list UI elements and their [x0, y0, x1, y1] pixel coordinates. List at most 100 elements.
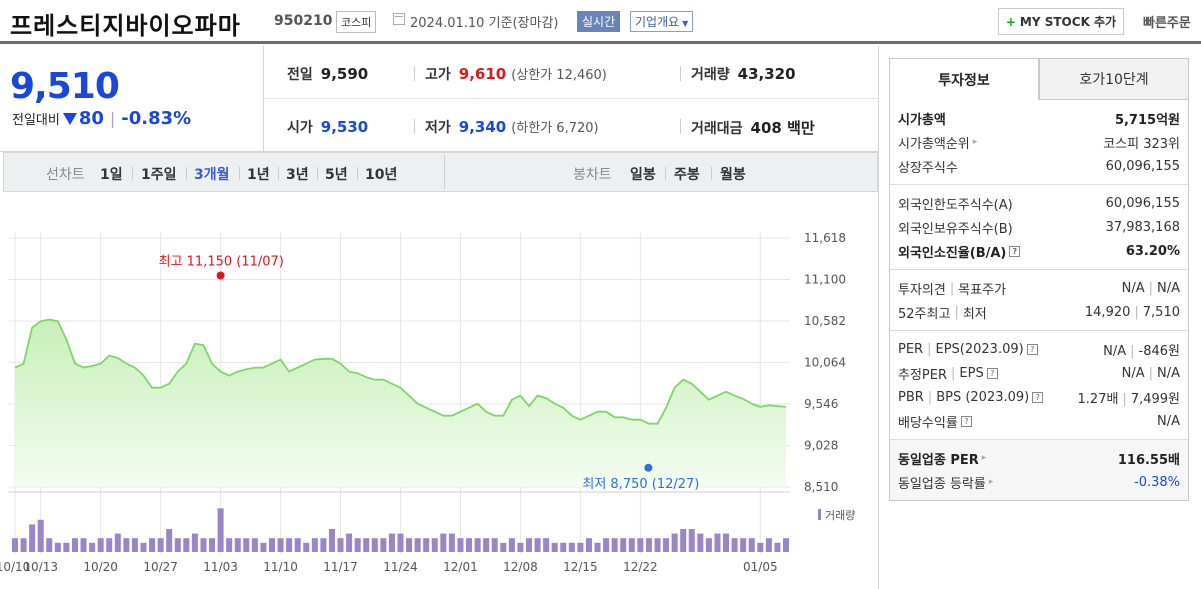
high-annotation: 최고 11,150 (11/07) — [159, 254, 284, 269]
panel-body: 시가총액 5,715억원 시가총액순위 ▸ 코스피 323위 상장주식수 60,096,… — [889, 100, 1189, 501]
volume-bar — [585, 538, 592, 552]
tab-1w[interactable]: 1주일 — [141, 167, 177, 183]
x-tick-label: 10/20 — [83, 560, 118, 574]
volume-bar — [508, 538, 515, 552]
cap-rank-text: 시가총액순위 — [898, 136, 970, 152]
volume-bar — [346, 533, 353, 552]
price-line — [14, 318, 787, 425]
help-icon[interactable]: ? — [960, 415, 972, 427]
divider — [132, 167, 133, 180]
realtime-button[interactable]: 실시간 — [577, 11, 621, 32]
help-icon[interactable]: ? — [1009, 245, 1021, 257]
volume-bar — [106, 538, 113, 552]
tab-1d[interactable]: 1일 — [100, 167, 123, 183]
volume-bar — [89, 542, 96, 552]
foreign-limit-label: 외국인한도주식수(A) — [898, 197, 1013, 213]
volume-bar — [466, 538, 473, 552]
volume-bar — [568, 542, 575, 552]
foreign-ratio-label: 외국인소진율(B/A)? — [898, 242, 1021, 261]
x-tick-label: 12/15 — [563, 560, 598, 574]
tab-5y[interactable]: 5년 — [325, 167, 348, 183]
divider: | — [109, 109, 116, 128]
info-row: 52주최고 | 최저 14,920 | 7,510 — [898, 300, 1180, 324]
help-icon[interactable]: ? — [1032, 391, 1044, 403]
divider — [665, 167, 666, 180]
info-row: 시가총액 5,715억원 — [898, 106, 1180, 130]
market-cap-value: 5,715억원 — [1114, 112, 1180, 128]
foreign-group: 외국인한도주식수(A) 60,096,155 외국인보유주식수(B) 37,983,… — [890, 185, 1188, 270]
volume-bar — [457, 538, 464, 552]
volume-bar — [757, 542, 764, 552]
company-overview-dropdown[interactable]: 기업개요 ▼ — [630, 11, 694, 32]
panel-tabs: 투자정보 호가10단계 — [889, 58, 1189, 100]
cap-rank-value: 코스피 323위 — [1103, 136, 1180, 152]
foreign-hold-label: 외국인보유주식수(B) — [898, 221, 1013, 237]
base-date: 2024.01.10 기준(장마감) — [410, 16, 559, 31]
high-marker — [216, 271, 225, 280]
shares-label: 상장주식수 — [898, 160, 958, 176]
volume-bar — [628, 538, 635, 552]
tab-orderbook[interactable]: 호가10단계 — [1039, 58, 1189, 100]
valuation-group: PER | EPS(2023.09)? N/A | -846원 추정PER | EPS? N/A… — [890, 331, 1188, 440]
peer-per-text: 동일업종 PER — [898, 452, 979, 468]
arrow-right-icon: ▸ — [972, 137, 978, 147]
volume-bar — [294, 538, 301, 552]
tab-10y[interactable]: 10년 — [365, 167, 398, 183]
tab-daily[interactable]: 일봉 — [630, 167, 656, 183]
volume-bar — [183, 538, 190, 552]
volume-bar — [63, 542, 70, 552]
volume-bar — [157, 538, 164, 552]
divider — [414, 119, 415, 134]
tab-investment-info[interactable]: 투자정보 — [889, 58, 1039, 100]
volume-bar — [149, 538, 156, 552]
info-row: PER | EPS(2023.09)? N/A | -846원 — [898, 337, 1180, 361]
volume-bar — [388, 533, 395, 552]
divider — [317, 167, 318, 180]
tab-3y[interactable]: 3년 — [286, 167, 309, 183]
volume-bar — [723, 533, 730, 552]
pbr-value: 1.27배 — [1077, 391, 1119, 407]
volume-bar — [517, 542, 524, 552]
tab-weekly[interactable]: 주봉 — [674, 167, 700, 183]
divider — [357, 167, 358, 180]
quick-order-link[interactable]: 빠른주문 — [1143, 16, 1191, 31]
help-icon[interactable]: ? — [986, 367, 998, 379]
price-change: 전일대비 80 | -0.83% — [12, 108, 191, 129]
volume-bar — [406, 538, 413, 552]
volume-bar — [423, 538, 430, 552]
volume-bar — [80, 538, 87, 552]
trade-amount: 거래대금 408 백만 — [691, 117, 815, 138]
add-mystock-button[interactable]: + MY STOCK 추가 — [998, 8, 1124, 35]
tab-3m[interactable]: 3개월 — [194, 167, 230, 183]
volume-bar — [286, 538, 293, 552]
tab-group-divider — [444, 155, 445, 189]
volume-bar — [140, 542, 147, 552]
volume-bar — [71, 538, 78, 552]
dividend-value: N/A — [1157, 413, 1180, 429]
est-per-labels: 추정PER | EPS? — [898, 364, 998, 383]
volume-bar — [303, 542, 310, 552]
volume-legend-label: 거래량 — [825, 509, 855, 522]
peer-per-label[interactable]: 동일업종 PER ▸ — [898, 449, 986, 468]
tab-1y[interactable]: 1년 — [247, 167, 270, 183]
volume-bar — [397, 533, 404, 552]
volume-bar — [526, 538, 532, 552]
high-value: 9,610 — [458, 65, 507, 83]
tab-monthly[interactable]: 월봉 — [720, 167, 746, 183]
low-price: 저가 9,340 (하한가 6,720) — [425, 117, 599, 137]
market-cap-group: 시가총액 5,715억원 시가총액순위 ▸ 코스피 323위 상장주식수 60,096,… — [890, 100, 1188, 185]
volume-bar — [654, 538, 661, 552]
volume-label: 거래량 — [691, 67, 730, 83]
info-row: 동일업종 등락률 ▸ -0.38% — [898, 470, 1180, 494]
low-value: 9,340 — [458, 118, 507, 136]
opinion-label: 투자의견 — [898, 282, 946, 298]
volume-bar — [731, 538, 738, 552]
volume-bar — [217, 508, 224, 552]
bps-label: BPS (2023.09) — [936, 389, 1030, 405]
divider: | — [927, 389, 933, 405]
cap-rank-label[interactable]: 시가총액순위 ▸ — [898, 133, 977, 152]
peer-chg-label[interactable]: 동일업종 등락률 ▸ — [898, 473, 993, 492]
est-eps-label: EPS — [959, 365, 984, 381]
help-icon[interactable]: ? — [1026, 343, 1038, 355]
info-row: 동일업종 PER ▸ 116.55배 — [898, 446, 1180, 470]
